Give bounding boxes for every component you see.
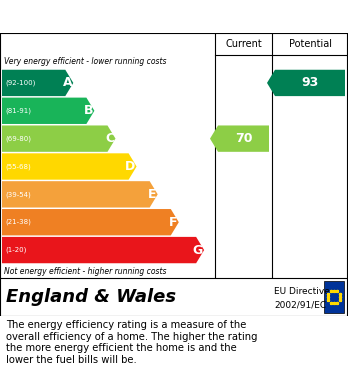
Text: Potential: Potential	[288, 39, 332, 49]
Text: Energy Efficiency Rating: Energy Efficiency Rating	[8, 7, 237, 25]
Text: E: E	[148, 188, 157, 201]
Text: 70: 70	[235, 132, 252, 145]
Polygon shape	[2, 181, 158, 208]
Text: Very energy efficient - lower running costs: Very energy efficient - lower running co…	[4, 57, 166, 66]
Text: (39-54): (39-54)	[5, 191, 31, 197]
Text: Not energy efficient - higher running costs: Not energy efficient - higher running co…	[4, 267, 166, 276]
Text: EU Directive: EU Directive	[274, 287, 330, 296]
Polygon shape	[2, 70, 73, 96]
Polygon shape	[2, 237, 204, 263]
Polygon shape	[267, 70, 345, 96]
Text: Current: Current	[225, 39, 262, 49]
Text: A: A	[63, 76, 72, 90]
Text: B: B	[84, 104, 93, 117]
Text: D: D	[125, 160, 136, 173]
Text: 93: 93	[301, 76, 319, 90]
Polygon shape	[210, 126, 269, 152]
Text: (21-38): (21-38)	[5, 219, 31, 226]
Bar	[324, 281, 344, 313]
Text: England & Wales: England & Wales	[6, 288, 176, 306]
Text: 2002/91/EC: 2002/91/EC	[274, 301, 326, 310]
Text: F: F	[169, 216, 178, 229]
Polygon shape	[2, 98, 94, 124]
Text: (81-91): (81-91)	[5, 108, 31, 114]
Text: (55-68): (55-68)	[5, 163, 31, 170]
Text: G: G	[193, 244, 203, 256]
Text: (92-100): (92-100)	[5, 80, 35, 86]
Text: (1-20): (1-20)	[5, 247, 26, 253]
Text: C: C	[105, 132, 114, 145]
Text: (69-80): (69-80)	[5, 135, 31, 142]
Polygon shape	[2, 209, 179, 235]
Polygon shape	[2, 153, 137, 180]
Text: The energy efficiency rating is a measure of the
overall efficiency of a home. T: The energy efficiency rating is a measur…	[6, 320, 258, 365]
Polygon shape	[2, 126, 116, 152]
